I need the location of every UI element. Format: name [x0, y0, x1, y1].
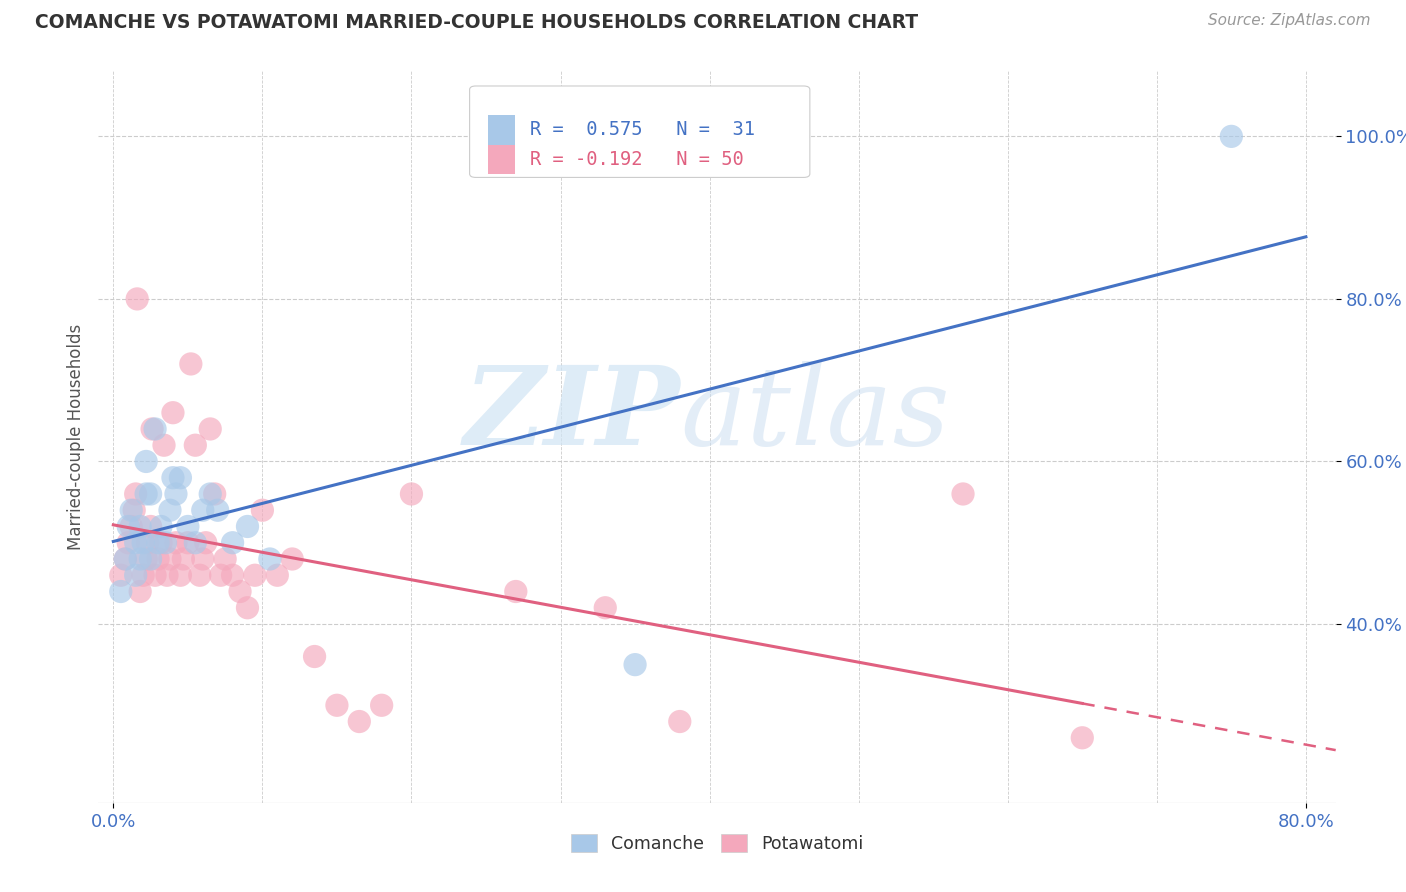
Point [505, 584, 527, 599]
Point [184, 438, 207, 452]
Point [624, 657, 647, 672]
Point [209, 568, 232, 582]
Point [1071, 731, 1094, 745]
Point [153, 438, 176, 452]
Point [593, 600, 616, 615]
FancyBboxPatch shape [488, 145, 516, 174]
Point [304, 649, 326, 664]
Point [266, 568, 288, 582]
Point [139, 519, 162, 533]
Point [120, 519, 142, 533]
Point [200, 487, 222, 501]
Point [172, 552, 194, 566]
Point [191, 503, 214, 517]
Point [136, 535, 159, 549]
Point [132, 535, 155, 549]
Point [221, 535, 243, 549]
Point [143, 422, 166, 436]
Text: R =  0.575   N =  31: R = 0.575 N = 31 [530, 120, 755, 139]
Point [188, 568, 211, 582]
Point [127, 292, 149, 306]
Point [169, 568, 191, 582]
Point [177, 519, 200, 533]
FancyBboxPatch shape [470, 86, 810, 178]
Point [236, 600, 259, 615]
Point [281, 552, 304, 566]
Point [229, 584, 252, 599]
Point [207, 503, 229, 517]
Point [146, 535, 169, 549]
Point [129, 584, 152, 599]
Point [114, 552, 136, 566]
Point [349, 714, 371, 729]
Point [200, 422, 222, 436]
Point [135, 454, 157, 468]
Text: atlas: atlas [681, 361, 949, 469]
Point [177, 535, 200, 549]
Point [236, 519, 259, 533]
Point [143, 568, 166, 582]
Point [401, 487, 423, 501]
Point [135, 552, 157, 566]
Point [259, 552, 281, 566]
Legend: Comanche, Potawatomi: Comanche, Potawatomi [564, 827, 870, 860]
Point [139, 487, 162, 501]
Text: R = -0.192   N = 50: R = -0.192 N = 50 [530, 150, 744, 169]
Point [169, 471, 191, 485]
Point [214, 552, 236, 566]
Point [243, 568, 266, 582]
Point [132, 568, 155, 582]
Point [162, 406, 184, 420]
Point [135, 487, 157, 501]
Point [125, 568, 148, 582]
Point [117, 519, 139, 533]
Point [191, 552, 214, 566]
Point [110, 584, 132, 599]
Point [180, 357, 202, 371]
Point [165, 487, 187, 501]
Point [150, 535, 173, 549]
Point [252, 503, 274, 517]
Text: Source: ZipAtlas.com: Source: ZipAtlas.com [1208, 13, 1371, 29]
Point [125, 535, 148, 549]
FancyBboxPatch shape [488, 115, 516, 145]
Point [122, 503, 145, 517]
Point [110, 568, 132, 582]
Point [114, 552, 136, 566]
Point [125, 487, 148, 501]
Point [117, 535, 139, 549]
Point [139, 552, 162, 566]
Point [155, 535, 177, 549]
Point [326, 698, 349, 713]
Point [165, 535, 187, 549]
Point [952, 487, 974, 501]
Point [156, 568, 179, 582]
Point [204, 487, 226, 501]
Point [159, 503, 181, 517]
Point [1220, 129, 1243, 144]
Point [129, 552, 152, 566]
Point [120, 503, 142, 517]
Text: COMANCHE VS POTAWATOMI MARRIED-COUPLE HOUSEHOLDS CORRELATION CHART: COMANCHE VS POTAWATOMI MARRIED-COUPLE HO… [35, 13, 918, 32]
Point [370, 698, 392, 713]
Point [129, 519, 152, 533]
Text: ZIP: ZIP [464, 361, 681, 469]
Point [668, 714, 690, 729]
Point [159, 552, 181, 566]
Point [141, 422, 163, 436]
Y-axis label: Married-couple Households: Married-couple Households [66, 324, 84, 550]
Point [146, 552, 169, 566]
Point [184, 535, 207, 549]
Point [150, 519, 173, 533]
Point [194, 535, 217, 549]
Point [221, 568, 243, 582]
Point [162, 471, 184, 485]
